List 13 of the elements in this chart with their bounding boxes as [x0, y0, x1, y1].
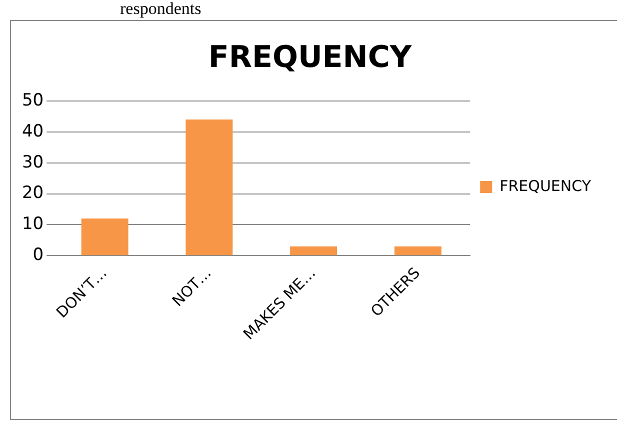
bar	[186, 120, 233, 256]
y-tick-label: 10	[22, 214, 44, 234]
y-tick-label: 0	[32, 245, 44, 266]
y-tick-label: 50	[22, 90, 44, 110]
bar	[394, 246, 442, 256]
text: respondents	[120, 0, 202, 18]
y-tick-label: 40	[22, 121, 44, 142]
y-tick-label: 20	[22, 183, 44, 204]
y-tick-label: 30	[22, 152, 44, 172]
legend-label: FREQUENCY	[500, 176, 592, 195]
bar	[290, 246, 338, 256]
chart-title: FREQUENCY	[208, 40, 413, 75]
bar	[81, 218, 128, 256]
